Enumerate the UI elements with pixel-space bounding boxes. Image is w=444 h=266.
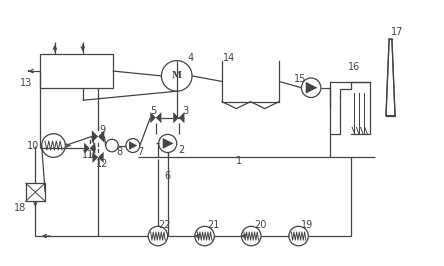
Text: 9: 9 — [99, 124, 105, 135]
Text: 17: 17 — [391, 27, 404, 37]
Polygon shape — [306, 82, 317, 94]
Text: 4: 4 — [188, 53, 194, 63]
Text: 5: 5 — [151, 106, 157, 116]
Polygon shape — [173, 112, 179, 123]
Bar — [26, 183, 45, 201]
Polygon shape — [98, 152, 103, 163]
Text: 12: 12 — [96, 159, 108, 169]
Text: 10: 10 — [27, 140, 39, 151]
Text: 18: 18 — [14, 203, 26, 213]
Text: 8: 8 — [116, 148, 122, 157]
Text: 21: 21 — [207, 220, 220, 230]
Text: 22: 22 — [159, 220, 171, 230]
Polygon shape — [84, 143, 90, 154]
Text: 13: 13 — [20, 78, 32, 88]
Polygon shape — [92, 152, 98, 163]
Text: M: M — [172, 71, 182, 80]
Text: 7: 7 — [137, 148, 143, 157]
Text: 15: 15 — [294, 74, 306, 84]
Polygon shape — [179, 112, 184, 123]
Text: 16: 16 — [348, 62, 361, 72]
Polygon shape — [98, 130, 104, 143]
Text: 2: 2 — [178, 146, 185, 155]
Text: 11: 11 — [82, 150, 95, 160]
Polygon shape — [129, 141, 137, 150]
Polygon shape — [156, 112, 162, 123]
Polygon shape — [163, 138, 174, 149]
Text: 6: 6 — [165, 171, 171, 181]
Text: 19: 19 — [301, 220, 313, 230]
Text: 1: 1 — [236, 156, 242, 166]
Text: 20: 20 — [254, 220, 266, 230]
Polygon shape — [92, 130, 98, 143]
Polygon shape — [150, 112, 156, 123]
Text: 14: 14 — [223, 53, 235, 63]
Text: 3: 3 — [183, 106, 189, 116]
Polygon shape — [90, 143, 95, 154]
Bar — [40, 54, 113, 88]
